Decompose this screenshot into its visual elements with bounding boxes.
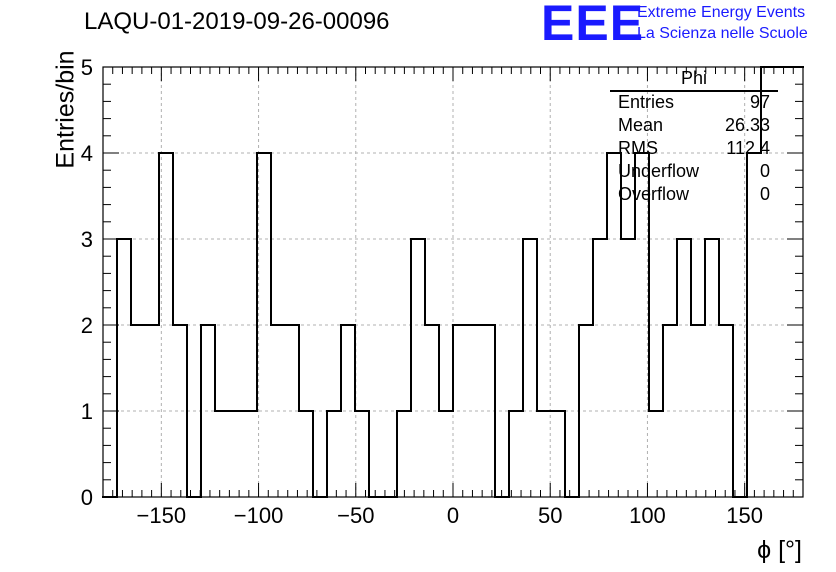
stats-row-rms: RMS 112.4	[618, 138, 770, 160]
stats-key: Mean	[618, 115, 664, 135]
stats-value: 112.4	[726, 138, 770, 158]
stats-value: 0	[759, 184, 770, 204]
stats-key: Entries	[618, 92, 675, 112]
stats-key: Underflow	[618, 161, 700, 181]
x-tick-label: −50	[337, 503, 374, 528]
x-axis-label: ϕ [°]	[757, 536, 802, 564]
x-tick-label: 0	[447, 503, 459, 528]
y-tick-label: 3	[81, 227, 93, 252]
eee-logo: EEE	[541, 0, 645, 51]
y-tick-label: 0	[81, 485, 93, 510]
x-tick-label: −150	[137, 503, 187, 528]
x-tick-label: −100	[234, 503, 284, 528]
logo-line-1: Extreme Energy Events	[637, 4, 806, 21]
stats-row-underflow: Underflow 0	[618, 161, 770, 183]
stats-value: 26.33	[724, 115, 770, 135]
stats-value: 0	[759, 161, 770, 181]
stats-row-overflow: Overflow 0	[618, 184, 770, 206]
stats-row-mean: Mean 26.33	[618, 115, 770, 137]
y-axis-label: Entries/bin	[51, 50, 80, 169]
x-tick-label: 50	[538, 503, 562, 528]
plot-title: LAQU-01-2019-09-26-00096	[84, 8, 390, 35]
x-tick-label: 150	[726, 503, 763, 528]
stats-value: 97	[749, 92, 770, 112]
stats-key: Overflow	[618, 184, 690, 204]
y-tick-label: 5	[81, 55, 93, 80]
y-tick-label: 1	[81, 399, 93, 424]
logo-line-2: La Scienza nelle Scuole	[637, 25, 808, 42]
stats-row-entries: Entries 97	[618, 92, 770, 114]
stats-title: Phi	[680, 68, 707, 88]
x-tick-label: 100	[629, 503, 666, 528]
y-tick-label: 2	[81, 313, 93, 338]
stats-underline	[610, 90, 778, 92]
y-tick-label: 4	[81, 141, 93, 166]
stats-key: RMS	[618, 138, 658, 158]
